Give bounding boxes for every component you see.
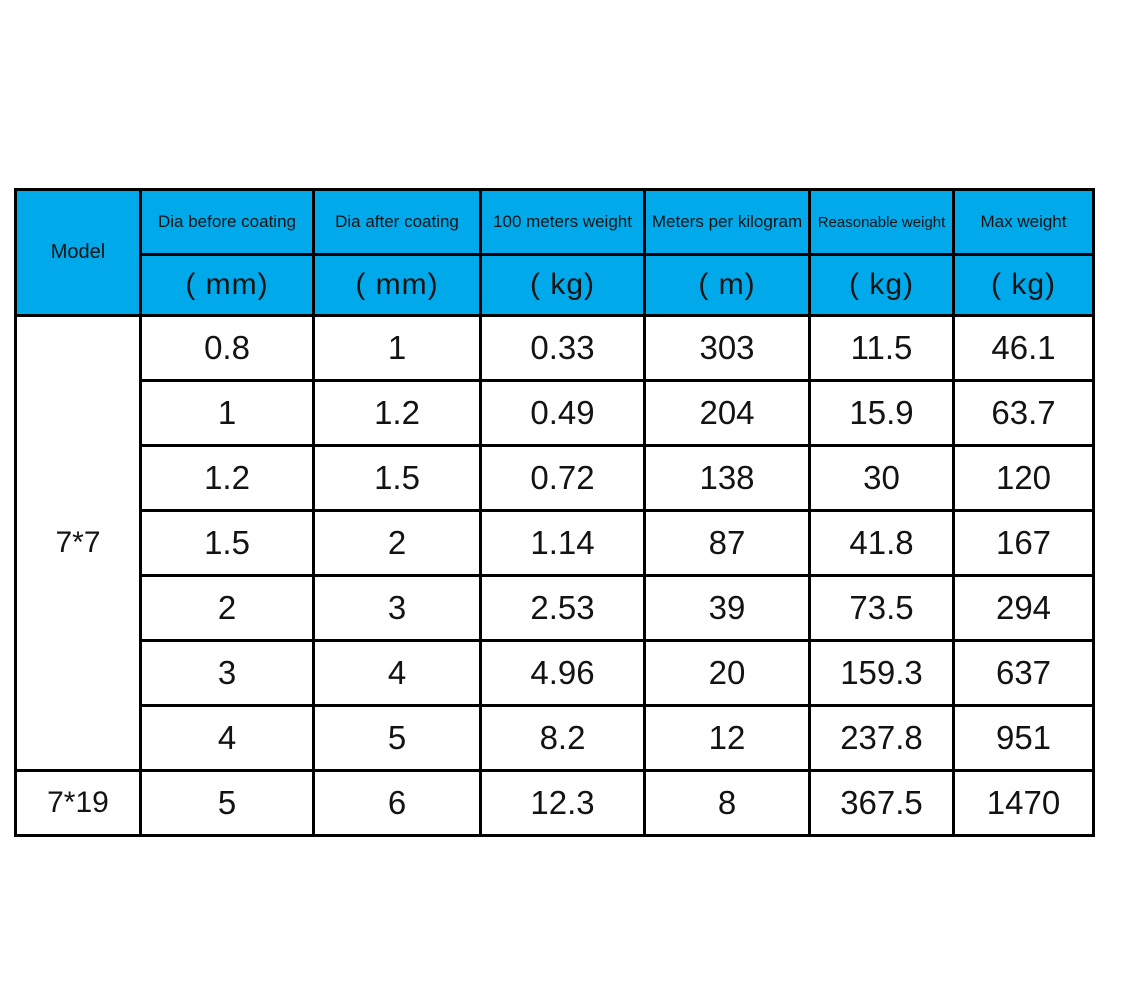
data-cell: 3 bbox=[312, 574, 482, 642]
data-cell: 1.2 bbox=[312, 379, 482, 447]
table-row: 1.5 2 1.14 87 41.8 167 bbox=[16, 509, 1095, 577]
data-cell: 1470 bbox=[952, 769, 1095, 837]
data-cell: 4.96 bbox=[479, 639, 646, 707]
data-cell: 1.5 bbox=[312, 444, 482, 512]
spec-table-body: 7*7 0.8 1 0.33 303 11.5 46.1 1 1.2 0.49 204 15.9 63.… bbox=[14, 314, 1095, 837]
data-cell: 8 bbox=[643, 769, 811, 837]
col-header-meters-per-kilogram: Meters per kilogram bbox=[643, 188, 811, 256]
header-row-units: ( mm) ( mm) ( kg) ( m) ( kg) ( kg) bbox=[16, 253, 1095, 317]
table-row: 3 4 4.96 20 159.3 637 bbox=[16, 639, 1095, 707]
data-cell: 1 bbox=[312, 314, 482, 382]
unit-dia-after-coating: ( mm) bbox=[312, 253, 482, 317]
unit-reasonable-weight: ( kg) bbox=[808, 253, 955, 317]
unit-meters-per-kilogram: ( m) bbox=[643, 253, 811, 317]
table-row: 1.2 1.5 0.72 138 30 120 bbox=[16, 444, 1095, 512]
data-cell: 2 bbox=[312, 509, 482, 577]
data-cell: 2 bbox=[139, 574, 315, 642]
model-cell: 7*7 bbox=[14, 314, 142, 772]
data-cell: 167 bbox=[952, 509, 1095, 577]
data-cell: 39 bbox=[643, 574, 811, 642]
data-cell: 5 bbox=[312, 704, 482, 772]
data-cell: 120 bbox=[952, 444, 1095, 512]
data-cell: 1 bbox=[139, 379, 315, 447]
data-cell: 4 bbox=[312, 639, 482, 707]
data-cell: 637 bbox=[952, 639, 1095, 707]
col-header-dia-after-coating: Dia after coating bbox=[312, 188, 482, 256]
data-cell: 12 bbox=[643, 704, 811, 772]
col-header-dia-before-coating: Dia before coating bbox=[139, 188, 315, 256]
col-header-model: Model bbox=[14, 188, 142, 317]
data-cell: 1.5 bbox=[139, 509, 315, 577]
data-cell: 12.3 bbox=[479, 769, 646, 837]
data-cell: 138 bbox=[643, 444, 811, 512]
data-cell: 4 bbox=[139, 704, 315, 772]
data-cell: 3 bbox=[139, 639, 315, 707]
data-cell: 0.49 bbox=[479, 379, 646, 447]
unit-dia-before-coating: ( mm) bbox=[139, 253, 315, 317]
data-cell: 2.53 bbox=[479, 574, 646, 642]
data-cell: 73.5 bbox=[808, 574, 955, 642]
unit-100-meters-weight: ( kg) bbox=[479, 253, 646, 317]
data-cell: 30 bbox=[808, 444, 955, 512]
data-cell: 294 bbox=[952, 574, 1095, 642]
col-header-max-weight: Max weight bbox=[952, 188, 1095, 256]
data-cell: 5 bbox=[139, 769, 315, 837]
spec-table: Model Dia before coating Dia after coati… bbox=[14, 188, 1095, 837]
data-cell: 303 bbox=[643, 314, 811, 382]
data-cell: 0.33 bbox=[479, 314, 646, 382]
data-cell: 951 bbox=[952, 704, 1095, 772]
col-header-100-meters-weight: 100 meters weight bbox=[479, 188, 646, 256]
data-cell: 1.14 bbox=[479, 509, 646, 577]
table-row: 2 3 2.53 39 73.5 294 bbox=[16, 574, 1095, 642]
col-header-reasonable-weight: Reasonable weight bbox=[808, 188, 955, 256]
spec-table-header: Model Dia before coating Dia after coati… bbox=[14, 188, 1095, 317]
data-cell: 87 bbox=[643, 509, 811, 577]
data-cell: 367.5 bbox=[808, 769, 955, 837]
data-cell: 8.2 bbox=[479, 704, 646, 772]
data-cell: 6 bbox=[312, 769, 482, 837]
table-row: 1 1.2 0.49 204 15.9 63.7 bbox=[16, 379, 1095, 447]
data-cell: 237.8 bbox=[808, 704, 955, 772]
data-cell: 46.1 bbox=[952, 314, 1095, 382]
header-row-labels: Model Dia before coating Dia after coati… bbox=[14, 188, 1095, 317]
spec-table-wrap: Model Dia before coating Dia after coati… bbox=[14, 188, 1095, 837]
data-cell: 204 bbox=[643, 379, 811, 447]
data-cell: 11.5 bbox=[808, 314, 955, 382]
data-cell: 1.2 bbox=[139, 444, 315, 512]
table-row: 7*19 5 6 12.3 8 367.5 1470 bbox=[14, 769, 1095, 837]
model-cell: 7*19 bbox=[14, 769, 142, 837]
table-row: 4 5 8.2 12 237.8 951 bbox=[16, 704, 1095, 772]
data-cell: 63.7 bbox=[952, 379, 1095, 447]
unit-max-weight: ( kg) bbox=[952, 253, 1095, 317]
data-cell: 159.3 bbox=[808, 639, 955, 707]
data-cell: 15.9 bbox=[808, 379, 955, 447]
data-cell: 0.8 bbox=[139, 314, 315, 382]
data-cell: 20 bbox=[643, 639, 811, 707]
data-cell: 0.72 bbox=[479, 444, 646, 512]
table-row: 7*7 0.8 1 0.33 303 11.5 46.1 bbox=[14, 314, 1095, 772]
data-cell: 41.8 bbox=[808, 509, 955, 577]
